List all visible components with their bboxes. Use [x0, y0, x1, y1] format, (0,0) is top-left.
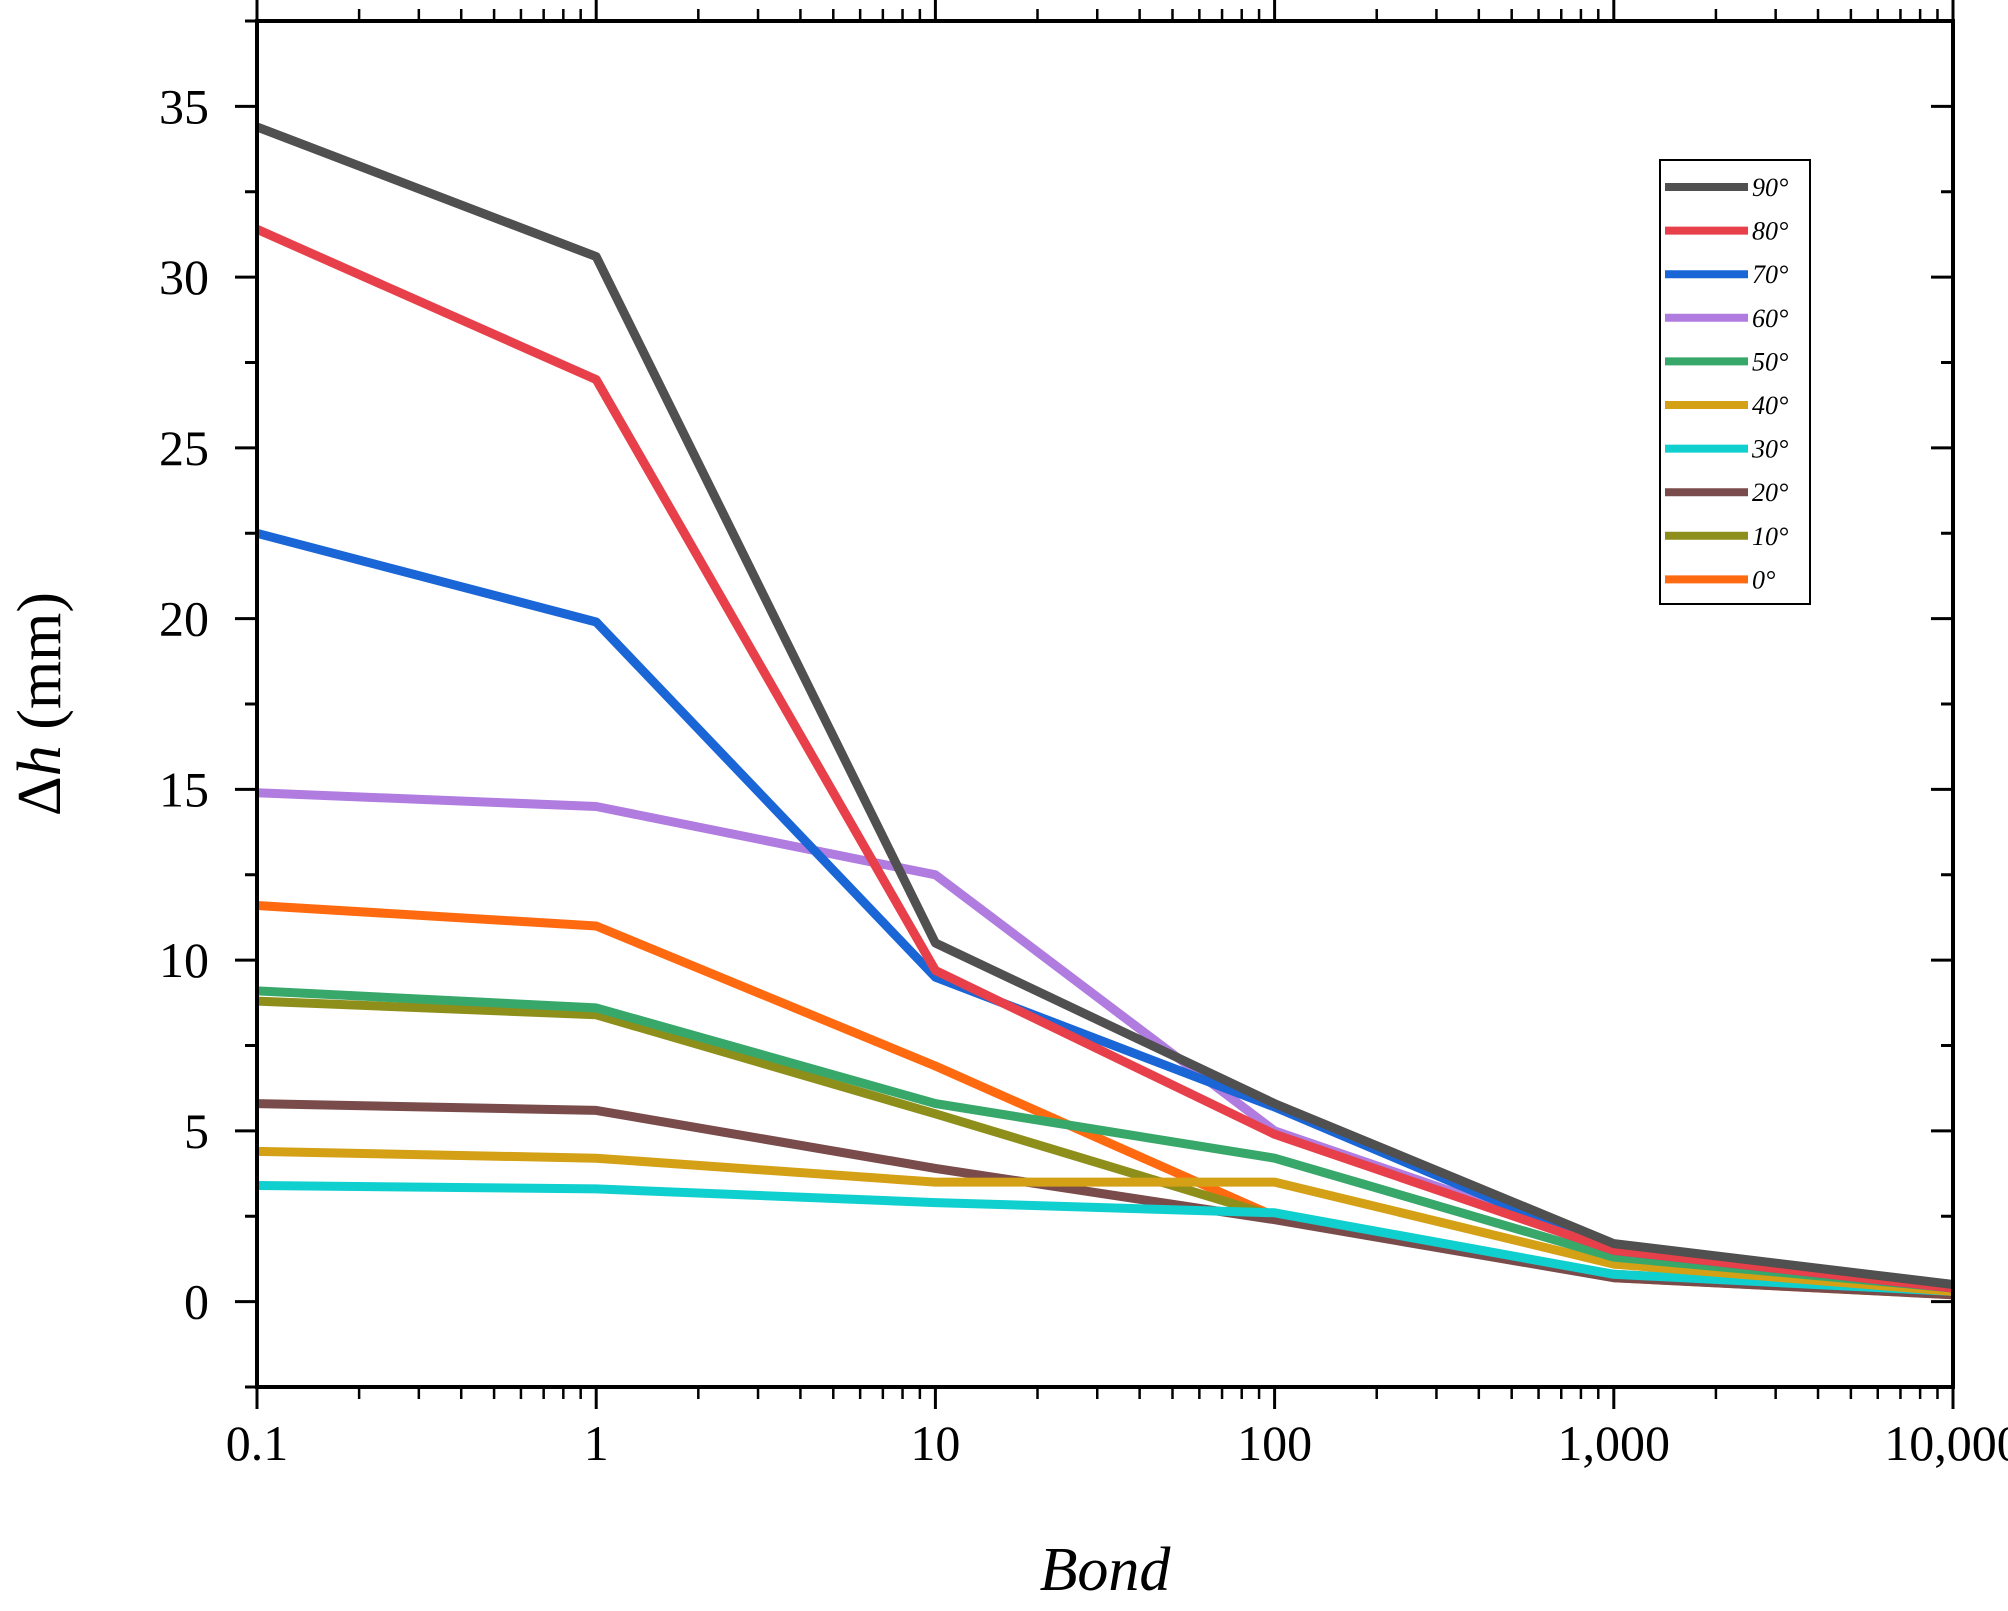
legend-label: 50°: [1752, 347, 1788, 376]
x-tick-label: 10,000: [1884, 1415, 2008, 1471]
x-tick-label: 1,000: [1558, 1415, 1671, 1471]
series-line-80deg: [255, 225, 1954, 1293]
series-line-90deg: [255, 122, 1954, 1289]
x-tick-label: 10: [910, 1415, 960, 1471]
legend-label: 90°: [1752, 173, 1788, 202]
x-axis-title: Bond: [1040, 1536, 1172, 1604]
y-tick-label: 5: [184, 1103, 209, 1159]
y-tick-label: 10: [159, 932, 209, 988]
y-axis-title-variable: h: [6, 745, 74, 776]
y-axis-title-unit: (mm): [6, 592, 74, 745]
x-tick-labels: 0.1 1 10 100 1,000 10,000: [226, 1415, 2008, 1471]
y-tick-label: 20: [159, 591, 209, 647]
y-tick-label: 15: [159, 761, 209, 817]
legend-label: 10°: [1752, 522, 1788, 551]
y-tick-label: 25: [159, 420, 209, 476]
y-tick-labels: 0 5 10 15 20 25 30 35: [159, 78, 209, 1329]
series-line-50deg: [256, 986, 1954, 1293]
series-line-30deg: [256, 1181, 1954, 1296]
plot-frame: [255, 19, 1955, 1389]
legend-label: 60°: [1752, 304, 1788, 333]
legend-label: 0°: [1752, 565, 1775, 594]
legend-label: 20°: [1752, 478, 1788, 507]
x-tick-label: 100: [1237, 1415, 1312, 1471]
y-tick-label: 30: [159, 249, 209, 305]
legend-label: 80°: [1752, 217, 1788, 246]
legend: 90° 80° 70° 60° 50° 40° 30° 20° 10° 0°: [1659, 159, 1811, 605]
y-axis-title-symbol: Δ: [6, 776, 74, 816]
x-tick-label: 1: [584, 1415, 609, 1471]
y-tick-label: 0: [184, 1274, 209, 1330]
legend-label: 30°: [1751, 435, 1788, 464]
plot-series: [255, 122, 1954, 1300]
legend-label: 70°: [1752, 260, 1788, 289]
y-axis-title: Δh (mm): [6, 592, 74, 816]
legend-label: 40°: [1752, 391, 1788, 420]
x-tick-label: 0.1: [226, 1415, 289, 1471]
y-tick-label: 35: [159, 78, 209, 134]
series-line-40deg: [256, 1146, 1954, 1296]
